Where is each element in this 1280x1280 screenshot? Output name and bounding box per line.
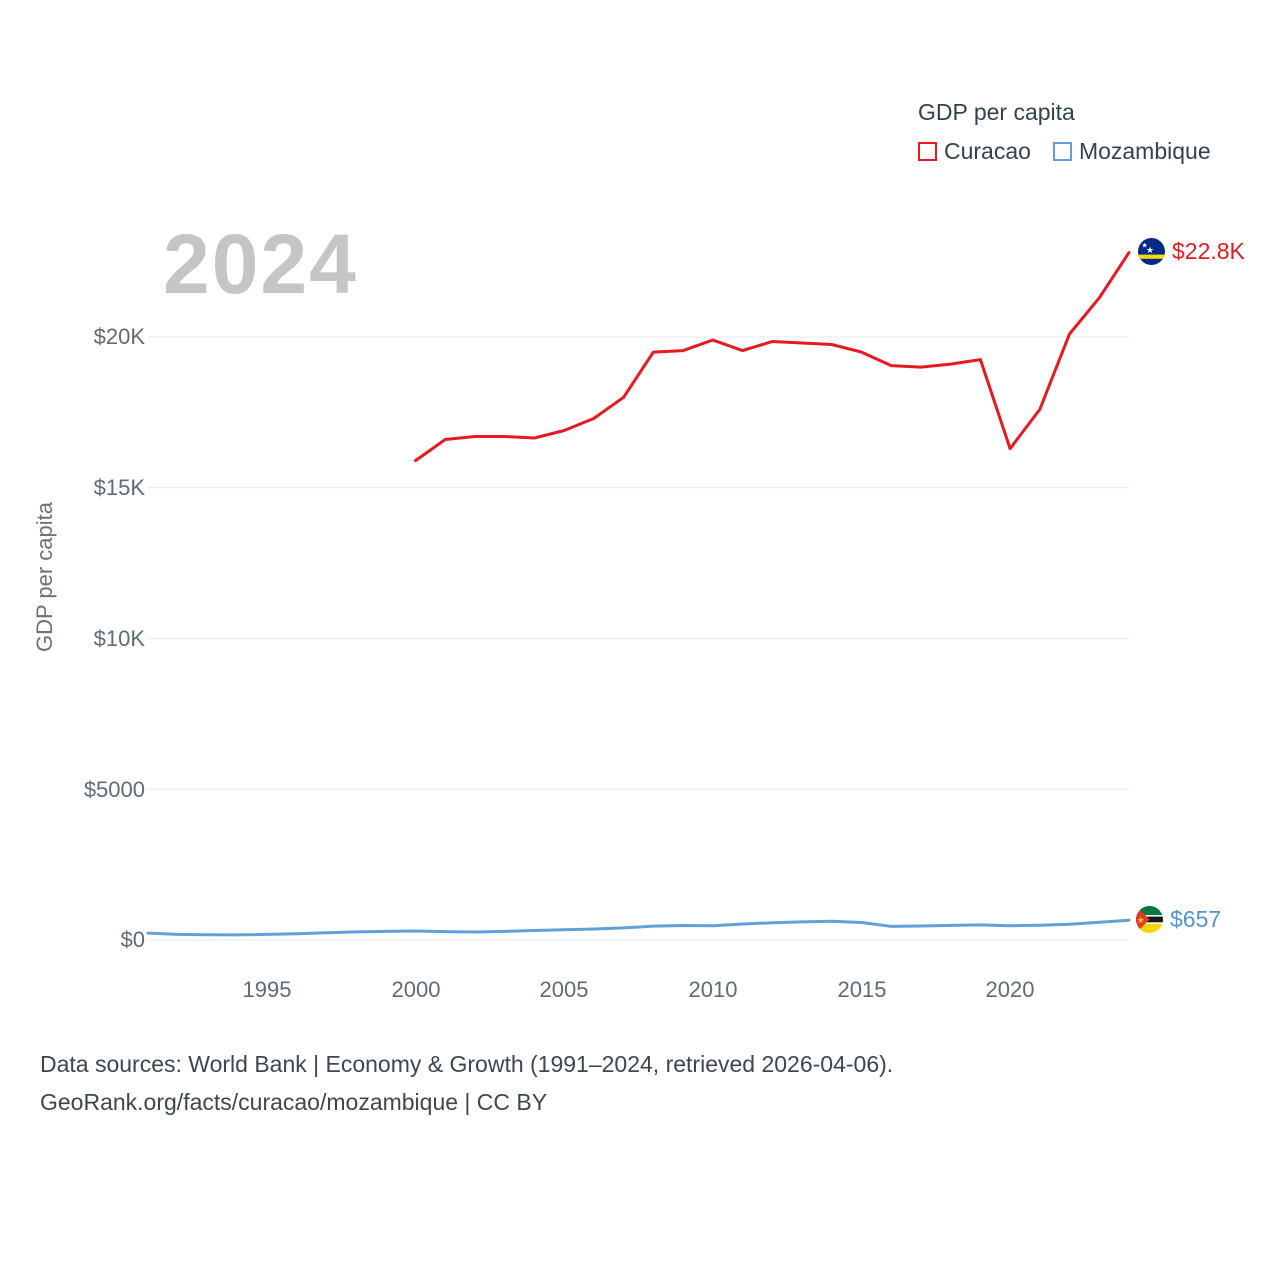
svg-text:★: ★ bbox=[1142, 242, 1148, 250]
legend-items: Curacao Mozambique bbox=[918, 138, 1211, 165]
mozambique-end-value: $657 bbox=[1170, 906, 1222, 932]
x-tick-2005: 2005 bbox=[539, 977, 589, 1002]
x-tick-2020: 2020 bbox=[985, 977, 1035, 1002]
x-tick-2010: 2010 bbox=[688, 977, 738, 1002]
end-label-curacao: ★ ★ $22.8K bbox=[1138, 238, 1245, 265]
footer-sources-line: Data sources: World Bank | Economy & Gro… bbox=[40, 1051, 894, 1077]
legend: GDP per capita Curacao Mozambique bbox=[918, 99, 1211, 165]
curacao-swatch-icon bbox=[918, 142, 937, 161]
y-tick-0: $0 bbox=[120, 927, 145, 952]
series-line-mozambique bbox=[146, 918, 1131, 937]
svg-text:★: ★ bbox=[1137, 916, 1145, 926]
x-tick-2000: 2000 bbox=[391, 977, 441, 1002]
y-tick-20k: $20K bbox=[93, 324, 145, 349]
curacao-end-value: $22.8K bbox=[1172, 238, 1245, 264]
x-tick-1995: 1995 bbox=[242, 977, 292, 1002]
mozambique-flag-icon: ★ bbox=[1136, 906, 1163, 933]
y-tick-10k: $10K bbox=[93, 626, 145, 651]
series-line-curacao bbox=[414, 251, 1131, 463]
mozambique-swatch-icon bbox=[1052, 142, 1072, 161]
legend-item-curacao[interactable]: Curacao bbox=[918, 138, 1031, 165]
legend-title: GDP per capita bbox=[918, 99, 1075, 125]
footer: Data sources: World Bank | Economy & Gro… bbox=[40, 1046, 893, 1122]
x-tick-2015: 2015 bbox=[837, 977, 887, 1002]
y-tick-5000: $5000 bbox=[83, 777, 145, 802]
svg-text:★: ★ bbox=[1146, 246, 1154, 256]
legend-label-curacao: Curacao bbox=[944, 138, 1031, 164]
y-tick-15k: $15K bbox=[93, 475, 145, 500]
curacao-flag-icon: ★ ★ bbox=[1138, 238, 1165, 265]
year-watermark: 2024 bbox=[163, 217, 358, 311]
legend-item-mozambique[interactable]: Mozambique bbox=[1052, 138, 1211, 165]
end-label-mozambique: ★ $657 bbox=[1136, 906, 1221, 933]
legend-label-mozambique: Mozambique bbox=[1078, 138, 1211, 164]
footer-attribution-line: GeoRank.org/facts/curacao/mozambique | C… bbox=[40, 1088, 548, 1115]
